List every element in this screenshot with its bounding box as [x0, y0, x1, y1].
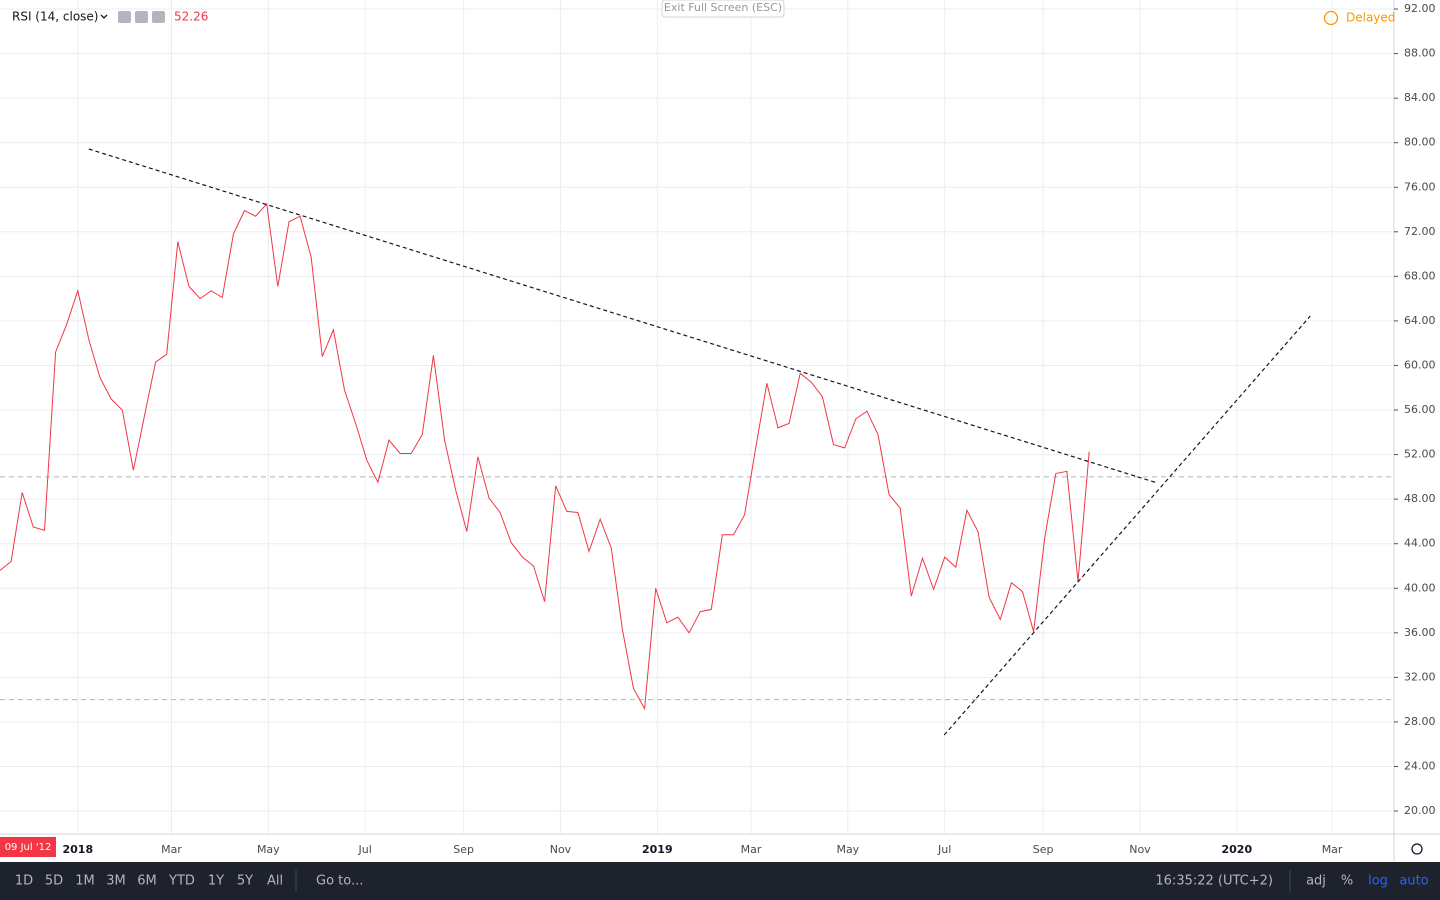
x-tick-label: 2018 [62, 843, 93, 856]
y-tick-label: 36.00 [1404, 626, 1436, 639]
rsi-line [0, 202, 1090, 711]
range-button[interactable]: 1D [15, 874, 33, 889]
y-tick-label: 64.00 [1404, 314, 1436, 327]
y-tick-label: 76.00 [1404, 180, 1436, 193]
option-button[interactable]: auto [1399, 874, 1428, 889]
y-tick-label: 56.00 [1404, 403, 1436, 416]
visibility-button[interactable] [118, 11, 131, 23]
range-button[interactable]: 6M [137, 874, 157, 889]
x-tick-label: Jul [937, 843, 951, 856]
option-button[interactable]: % [1341, 874, 1353, 889]
y-tick-label: 60.00 [1404, 358, 1436, 371]
y-tick-label: 20.00 [1404, 804, 1436, 817]
x-tick-label: Sep [453, 843, 474, 856]
y-tick-label: 92.00 [1404, 2, 1436, 15]
x-tick-label: Mar [741, 843, 762, 856]
indicator-title: RSI (14, close) [12, 10, 98, 24]
x-tick-label: Jul [358, 843, 372, 856]
clock: 16:35:22 (UTC+2) [1155, 874, 1273, 889]
settings-gear[interactable] [1411, 843, 1423, 855]
goto-button[interactable]: Go to... [316, 874, 363, 889]
y-tick-label: 52.00 [1404, 448, 1436, 461]
x-tick-label: May [836, 843, 859, 856]
range-button[interactable]: All [267, 874, 283, 889]
y-axis: 20.00 24.00 28.00 32.00 36.00 40.00 44.00 48.00… [1394, 2, 1436, 817]
y-tick-label: 88.00 [1404, 47, 1436, 60]
y-tick-label: 32.00 [1404, 670, 1436, 683]
indicator-buttons[interactable] [118, 11, 165, 23]
range-button[interactable]: 5Y [237, 874, 253, 889]
exit-fullscreen-label[interactable]: Exit Full Screen (ESC) [664, 1, 782, 14]
crosshair-date: 09 Jul '12 [5, 842, 52, 853]
delayed-status: Delayed [1346, 11, 1395, 25]
range-button[interactable]: 5D [45, 874, 63, 889]
y-tick-label: 24.00 [1404, 759, 1436, 772]
remove-button[interactable] [152, 11, 165, 23]
y-tick-label: 40.00 [1404, 581, 1436, 594]
plot [0, 148, 1311, 736]
range-button[interactable]: 3M [106, 874, 126, 889]
toolbar-background [0, 862, 1440, 900]
range-button[interactable]: 1Y [208, 874, 224, 889]
x-tick-label: Sep [1033, 843, 1054, 856]
x-tick-label: Mar [161, 843, 182, 856]
trend-line [943, 315, 1311, 736]
option-button[interactable]: adj [1306, 874, 1326, 889]
x-tick-label: Nov [1129, 843, 1151, 856]
y-tick-label: 48.00 [1404, 492, 1436, 505]
settings-button[interactable] [135, 11, 148, 23]
bottom-toolbar: 1D 5D 1M 3M 6M YTD 1Y 5Y All Go to... 16:35:22 (UT… [0, 862, 1440, 900]
range-button[interactable]: 1M [75, 874, 95, 889]
crosshair-date-box [0, 837, 56, 857]
y-tick-label: 72.00 [1404, 225, 1436, 238]
range-button[interactable]: YTD [168, 874, 195, 889]
y-tick-label: 68.00 [1404, 269, 1436, 282]
y-tick-label: 44.00 [1404, 537, 1436, 550]
x-tick-label: Nov [550, 843, 572, 856]
trend-line [88, 148, 1158, 484]
x-tick-label: 2019 [642, 843, 673, 856]
y-tick-label: 28.00 [1404, 715, 1436, 728]
x-axis: 2018 Mar May Jul Sep Nov 2019 Mar May Jul Sep Nov 20… [62, 843, 1342, 856]
x-tick-label: May [257, 843, 280, 856]
grid [0, 0, 1394, 834]
y-tick-label: 80.00 [1404, 136, 1436, 149]
x-tick-label: Mar [1322, 843, 1343, 856]
delayed-icon [1323, 10, 1339, 26]
option-button[interactable]: log [1368, 874, 1388, 889]
indicator-dropdown[interactable] [100, 14, 108, 19]
exit-fullscreen-button[interactable] [661, 0, 785, 18]
x-tick-label: 2020 [1222, 843, 1253, 856]
y-tick-label: 84.00 [1404, 91, 1436, 104]
indicator-value: 52.26 [174, 10, 208, 24]
